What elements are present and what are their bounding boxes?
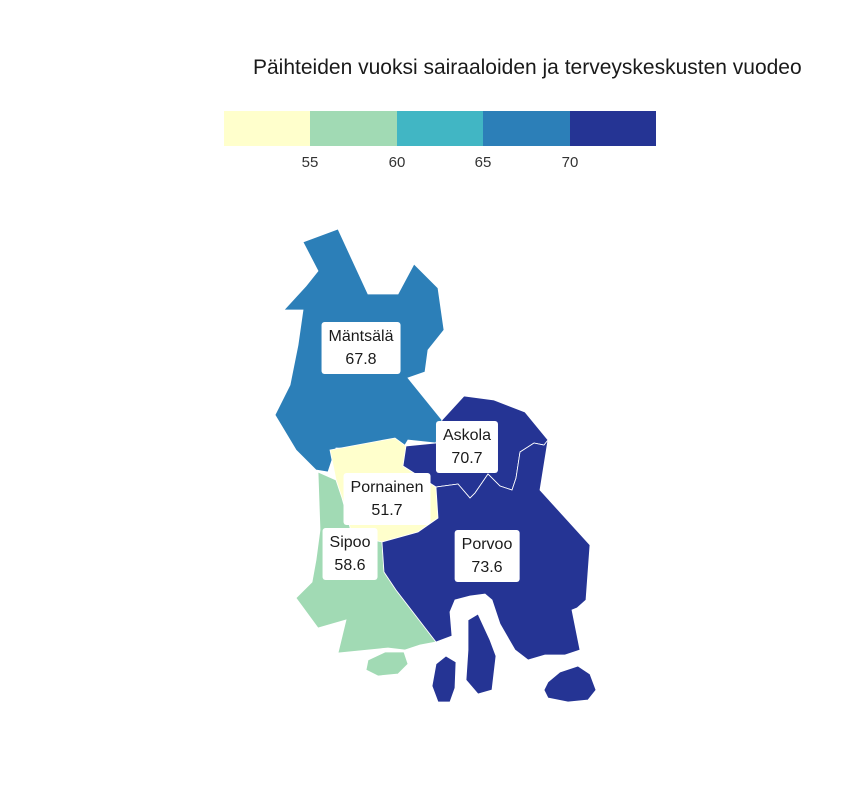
legend-swatch-4 bbox=[483, 111, 570, 146]
label-askola: Askola 70.7 bbox=[435, 421, 499, 473]
label-askola-value: 70.7 bbox=[451, 450, 483, 467]
label-porvoo-value: 73.6 bbox=[471, 559, 503, 576]
legend-tick-70: 70 bbox=[561, 154, 579, 171]
label-mantsala: Mäntsälä 67.8 bbox=[321, 322, 401, 374]
label-askola-name: Askola bbox=[442, 427, 492, 444]
label-pornainen-name: Pornainen bbox=[350, 479, 424, 496]
label-pornainen-value: 51.7 bbox=[371, 502, 403, 519]
label-porvoo-name: Porvoo bbox=[461, 536, 513, 553]
label-sipoo-value: 58.6 bbox=[334, 557, 366, 574]
map-title: Päihteiden vuoksi sairaaloiden ja tervey… bbox=[253, 56, 802, 79]
label-mantsala-value: 67.8 bbox=[345, 351, 377, 368]
legend-swatch-5 bbox=[569, 111, 657, 146]
region-porvoo-island-1[interactable] bbox=[465, 613, 497, 695]
legend-swatch-1 bbox=[224, 111, 311, 146]
legend-swatch-3 bbox=[396, 111, 484, 146]
color-legend bbox=[224, 111, 657, 146]
legend-swatch-2 bbox=[310, 111, 397, 146]
label-sipoo: Sipoo 58.6 bbox=[322, 528, 378, 580]
legend-tick-65: 65 bbox=[474, 154, 492, 171]
region-sipoo-island[interactable] bbox=[365, 651, 409, 677]
legend-tick-55: 55 bbox=[301, 154, 319, 171]
region-porvoo-island-3[interactable] bbox=[543, 665, 597, 703]
label-mantsala-name: Mäntsälä bbox=[328, 328, 394, 345]
municipality-border bbox=[435, 442, 545, 499]
label-sipoo-name: Sipoo bbox=[329, 534, 371, 551]
legend-tick-60: 60 bbox=[388, 154, 406, 171]
label-porvoo: Porvoo 73.6 bbox=[454, 530, 520, 582]
label-pornainen: Pornainen 51.7 bbox=[343, 473, 431, 525]
region-porvoo-island-2[interactable] bbox=[431, 655, 457, 703]
